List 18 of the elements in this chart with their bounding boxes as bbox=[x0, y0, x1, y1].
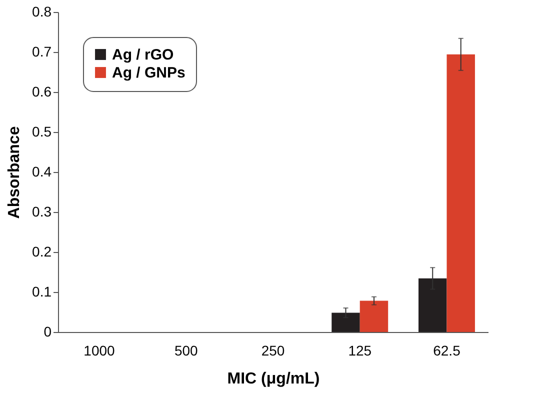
legend-label: Ag / rGO bbox=[112, 46, 174, 64]
x-axis-title: MIC (μg/mL) bbox=[227, 370, 320, 388]
y-tick-label: 0.7 bbox=[32, 44, 52, 60]
y-tick-label: 0.2 bbox=[32, 244, 52, 260]
y-tick-label: 0.8 bbox=[32, 4, 52, 20]
x-tick-label: 62.5 bbox=[433, 342, 461, 358]
y-axis-title: Absorbance bbox=[6, 126, 24, 219]
legend-label: Ag / GNPs bbox=[112, 64, 186, 82]
x-tick-label: 1000 bbox=[84, 342, 116, 358]
y-tick-label: 0 bbox=[44, 324, 52, 340]
y-tick-label: 0.6 bbox=[32, 84, 52, 100]
x-tick-label: 125 bbox=[348, 342, 372, 358]
y-tick-label: 0.4 bbox=[32, 164, 52, 180]
y-tick-label: 0.1 bbox=[32, 284, 52, 300]
y-tick-label: 0.5 bbox=[32, 124, 52, 140]
x-tick-label: 500 bbox=[174, 342, 198, 358]
x-tick-label: 250 bbox=[261, 342, 285, 358]
y-tick-label: 0.3 bbox=[32, 204, 52, 220]
